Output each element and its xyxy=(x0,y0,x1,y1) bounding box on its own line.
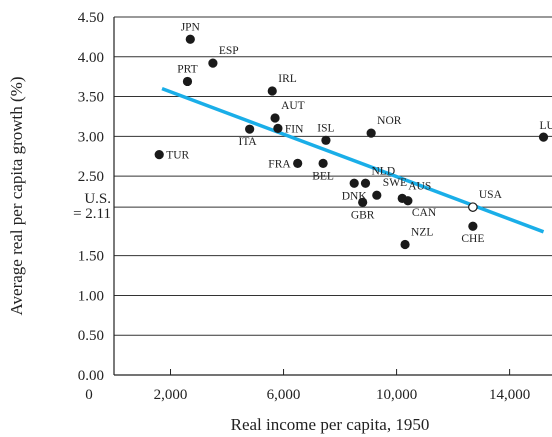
y-tick-label-4.00: 4.00 xyxy=(78,50,104,66)
trendline xyxy=(161,86,545,234)
point-label-prt: PRT xyxy=(177,63,197,75)
point-label-isl: ISL xyxy=(317,122,334,134)
point-label-nzl: NZL xyxy=(411,227,433,239)
point-label-swe: SWE xyxy=(383,177,407,189)
point-jpn xyxy=(185,34,195,44)
point-bel xyxy=(318,158,328,168)
point-fra xyxy=(293,158,303,168)
point-label-aut: AUT xyxy=(281,100,305,112)
y-tick-labels: 0.00 0.50 1.00 1.50 2.50 3.00 3.50 4.00 4.50 xyxy=(78,10,104,384)
reference-label-line1: U.S. xyxy=(84,191,111,207)
point-nzl xyxy=(400,239,410,250)
reference-label-line2: = 2.11 xyxy=(73,206,111,222)
point-label-bel: BEL xyxy=(312,170,334,182)
point-labels: JPN ESP PRT IRL AUT FIN ITA ISL NOR LUX TUR FRA BEL N… xyxy=(166,21,552,245)
point-label-esp: ESP xyxy=(219,45,239,57)
point-nld xyxy=(360,178,371,188)
point-prt xyxy=(182,76,193,87)
x-tick-label-6,000: 6,000 xyxy=(267,387,301,403)
x-tick-label-2,000: 2,000 xyxy=(154,387,188,403)
point-label-tur: TUR xyxy=(166,150,189,162)
y-tick-label-0.00: 0.00 xyxy=(78,368,104,384)
point-usa xyxy=(468,202,478,212)
x-tick-labels: 0 2,000 6,000 10,000 14,000 xyxy=(85,387,530,403)
x-tick-label-10,000: 10,000 xyxy=(376,387,417,403)
point-label-usa: USA xyxy=(479,189,503,201)
point-isl xyxy=(321,135,331,145)
point-tur xyxy=(154,150,164,160)
point-label-che: CHE xyxy=(461,233,484,245)
axes xyxy=(113,17,552,376)
point-can xyxy=(403,196,413,206)
point-label-irl: IRL xyxy=(278,73,297,85)
point-label-nld: NLD xyxy=(371,165,395,177)
point-dnk xyxy=(349,178,359,188)
y-tick-label-4.50: 4.50 xyxy=(78,10,104,26)
y-tick-label-3.50: 3.50 xyxy=(78,90,104,106)
point-label-lux: LUX xyxy=(540,120,552,132)
point-label-ita: ITA xyxy=(239,136,258,148)
point-label-can: CAN xyxy=(412,207,437,219)
point-lux xyxy=(538,132,549,142)
point-che xyxy=(468,221,478,231)
point-fin xyxy=(273,123,283,133)
y-tick-label-1.50: 1.50 xyxy=(78,249,104,265)
point-nor xyxy=(366,128,376,138)
regression-line xyxy=(161,86,545,234)
point-irl xyxy=(267,86,277,96)
x-axis-label: Real income per capita, 1950 xyxy=(231,415,430,434)
point-aut xyxy=(270,113,280,123)
x-tick-label-0: 0 xyxy=(85,387,93,403)
point-ita xyxy=(245,124,255,134)
point-esp xyxy=(208,58,218,68)
y-tick-label-3.00: 3.00 xyxy=(78,129,104,145)
x-tick-label-14,000: 14,000 xyxy=(489,387,530,403)
y-tick-label-1.00: 1.00 xyxy=(78,288,104,304)
y-tick-label-0.50: 0.50 xyxy=(78,328,104,344)
point-label-jpn: JPN xyxy=(181,21,201,33)
point-label-dnk: DNK xyxy=(342,190,368,202)
point-label-gbr: GBR xyxy=(351,209,375,221)
data-points xyxy=(154,34,549,250)
point-label-nor: NOR xyxy=(377,115,402,127)
y-axis-label: Average real per capita growth (%) xyxy=(7,77,26,316)
y-tick-label-2.50: 2.50 xyxy=(78,169,104,185)
point-label-aus: AUS xyxy=(408,180,431,192)
point-label-fra: FRA xyxy=(268,158,291,170)
point-label-fin: FIN xyxy=(285,123,304,135)
point-swe xyxy=(372,190,382,200)
point-gbr xyxy=(358,197,368,207)
